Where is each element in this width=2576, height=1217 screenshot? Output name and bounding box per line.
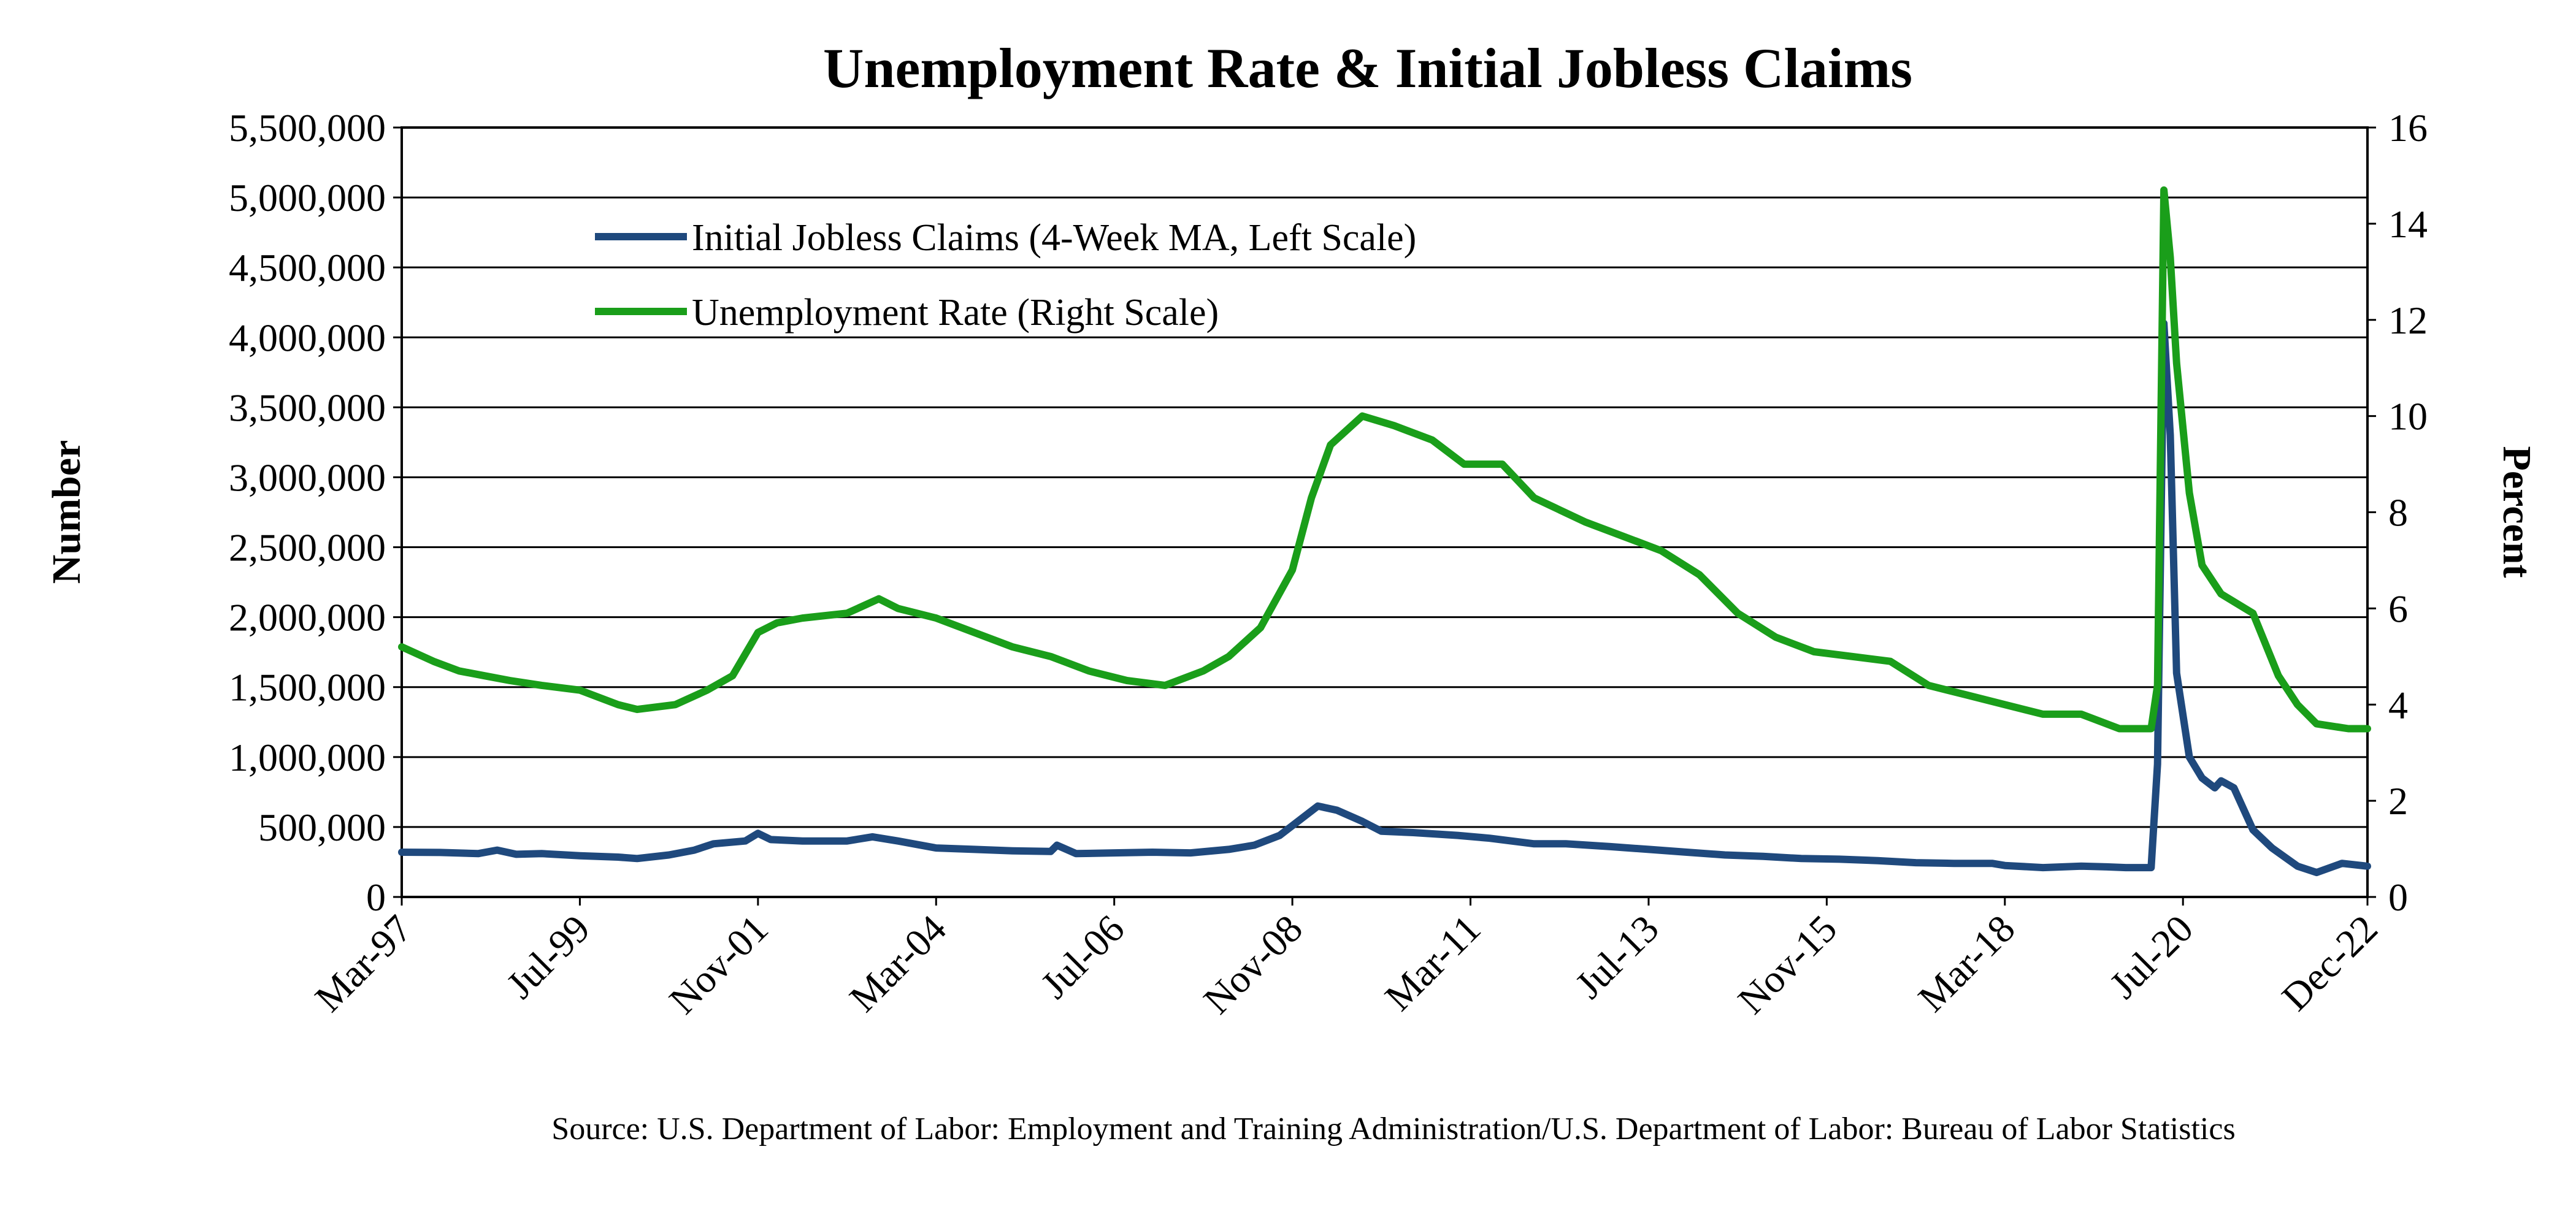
legend: Initial Jobless Claims (4-Week MA, Left … [595, 217, 1416, 334]
left-tick-label: 5,500,000 [229, 106, 386, 150]
x-tick-label: Mar-18 [1910, 907, 2023, 1020]
left-tick-label: 4,500,000 [229, 246, 386, 289]
left-tick-label: 2,500,000 [229, 526, 386, 570]
right-tick-label: 6 [2388, 587, 2408, 630]
left-tick-label: 3,000,000 [229, 456, 386, 499]
x-tick-label: Dec-22 [2274, 907, 2386, 1019]
x-tick-label: Jul-06 [1032, 907, 1132, 1007]
left-tick-label: 5,000,000 [229, 176, 386, 219]
axes [393, 126, 2376, 906]
plot-frame [401, 126, 2369, 898]
series-line-jobless-claims [398, 319, 2371, 877]
legend-label-unemployment: Unemployment Rate (Right Scale) [692, 292, 1219, 334]
x-tick-label: Jul-20 [2101, 907, 2201, 1007]
right-tick-label: 0 [2388, 876, 2408, 919]
right-tick-label: 10 [2388, 395, 2428, 438]
left-tick-label: 4,000,000 [229, 316, 386, 359]
left-axis-label: Number [44, 440, 89, 584]
x-tick-label: Mar-11 [1376, 907, 1489, 1019]
left-tick-label: 1,000,000 [229, 736, 386, 779]
right-tick-label: 14 [2388, 202, 2428, 246]
x-tick-label: Nov-01 [661, 907, 776, 1022]
right-tick-label: 12 [2388, 299, 2428, 342]
x-tick-label: Mar-04 [841, 907, 954, 1020]
x-tick-label: Mar-97 [307, 907, 420, 1020]
right-tick-label: 4 [2388, 683, 2408, 727]
x-tick-label: Jul-13 [1567, 907, 1667, 1007]
left-tick-label: 2,000,000 [229, 596, 386, 639]
series-lines [398, 186, 2371, 877]
left-tick-label: 0 [366, 876, 386, 919]
right-tick-label: 8 [2388, 491, 2408, 535]
right-tick-label: 2 [2388, 779, 2408, 823]
x-tick-label: Nov-08 [1195, 907, 1311, 1022]
left-tick-label: 1,500,000 [229, 666, 386, 709]
legend-label-claims: Initial Jobless Claims (4-Week MA, Left … [692, 217, 1416, 259]
right-axis-label: Percent [2494, 446, 2539, 578]
x-tick-label: Nov-15 [1730, 907, 1845, 1022]
left-tick-label: 500,000 [258, 806, 386, 849]
series-line-unemployment-rate [398, 186, 2371, 733]
left-tick-label: 3,500,000 [229, 386, 386, 429]
source-note: Source: U.S. Department of Labor: Employ… [551, 1112, 2235, 1146]
x-tick-label: Jul-99 [498, 907, 598, 1007]
chart-title: Unemployment Rate & Initial Jobless Clai… [823, 37, 1912, 99]
right-tick-label: 16 [2388, 106, 2428, 150]
